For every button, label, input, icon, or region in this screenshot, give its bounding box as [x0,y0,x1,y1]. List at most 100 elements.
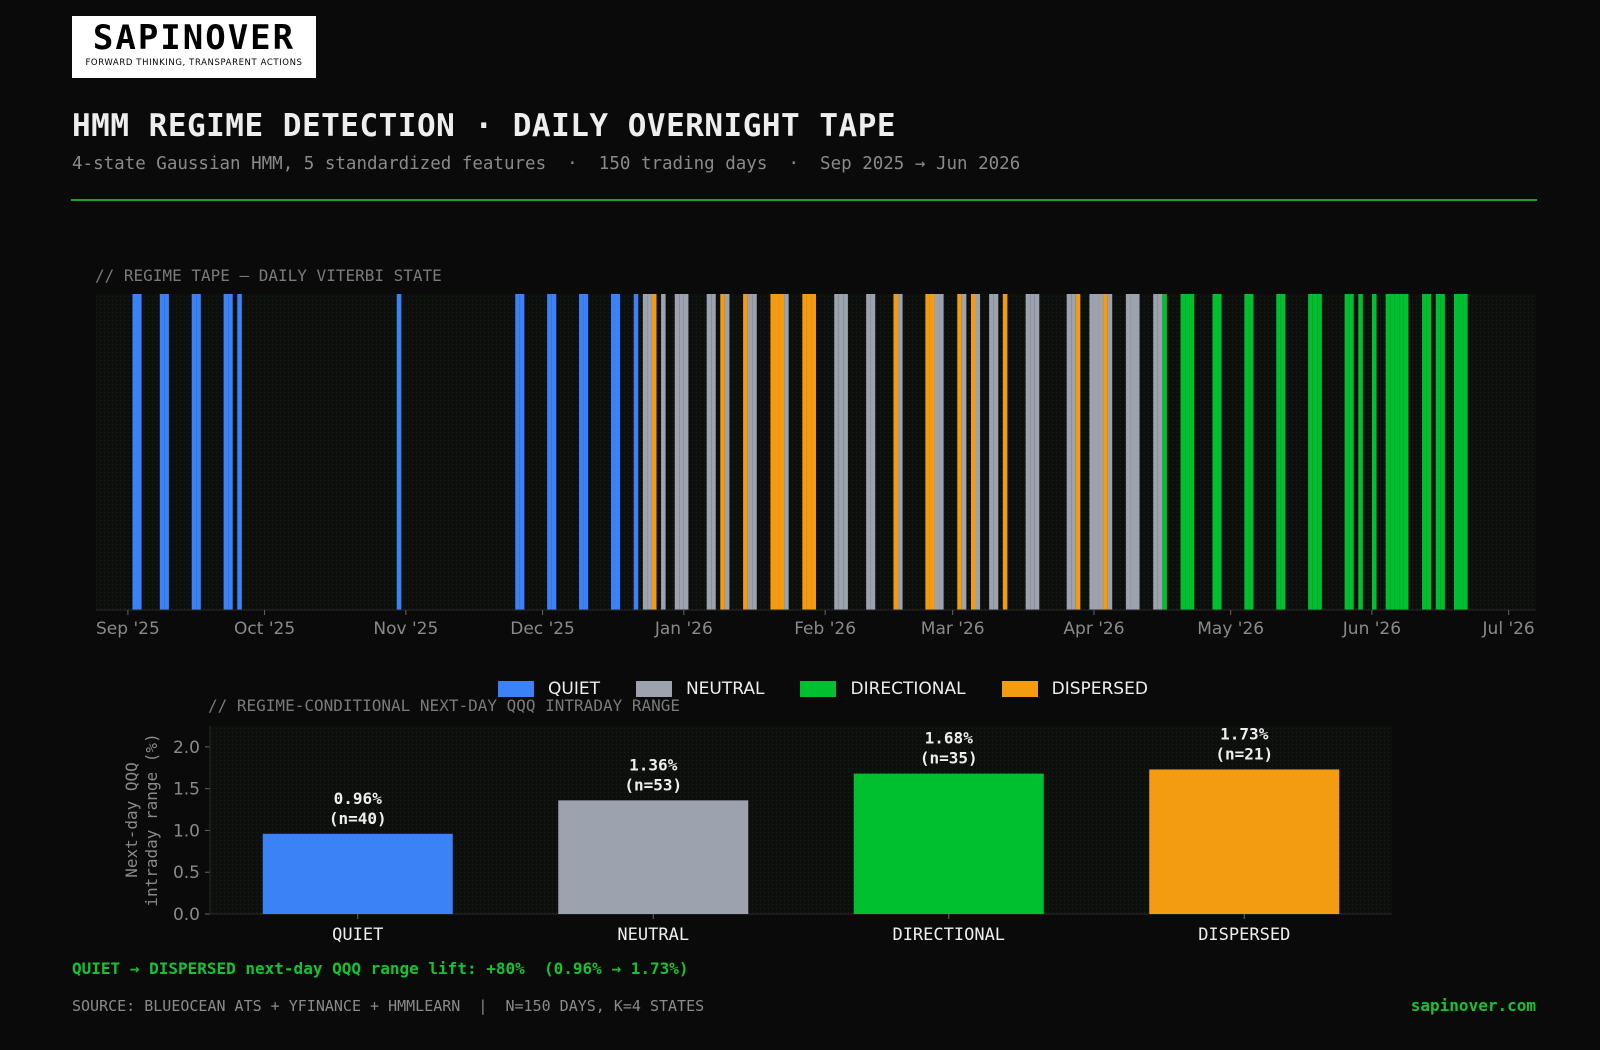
tape-day-dispersed [743,294,748,610]
range-bar-n-label: (n=53) [624,775,682,794]
sapinover-logo: SAPINOVER FORWARD THINKING, TRANSPARENT … [72,16,316,78]
legend-swatch [635,681,672,697]
tape-day-quiet [633,294,639,610]
legend-label: DIRECTIONAL [850,679,966,699]
tape-day-neutral [1034,294,1040,610]
tape-day-dispersed [1103,294,1108,610]
tape-day-neutral [834,294,839,610]
tape-day-directional [1217,294,1222,610]
tape-day-quiet [396,294,402,610]
tape-day-directional [1394,294,1400,610]
tape-day-dispersed [651,294,657,610]
tape-day-neutral [866,294,871,610]
range-y-tick-label: 2.0 [173,738,200,758]
tape-day-neutral [674,294,680,610]
tape-day-directional [1440,294,1445,610]
range-y-axis-title: Next-day QQQintraday range (%) [122,733,161,906]
range-x-tick-label: DISPERSED [1198,925,1290,945]
legend-item-neutral: NEUTRAL [635,679,765,699]
tape-day-neutral [1066,294,1072,610]
tape-day-dispersed [779,294,785,610]
tape-x-tick-label: Jul '26 [1482,619,1535,639]
tape-day-directional [1349,294,1354,610]
tape-day-quiet [610,294,616,610]
range-section-label: // REGIME-CONDITIONAL NEXT-DAY QQQ INTRA… [208,696,681,715]
tape-day-quiet [228,294,233,610]
tape-day-directional [1244,294,1249,610]
tape-day-neutral [870,294,876,610]
tape-day-neutral [1125,294,1131,610]
legend-label: DISPERSED [1051,679,1148,699]
tape-day-neutral [975,294,981,610]
tape-day-quiet [159,294,165,610]
tape-day-neutral [1093,294,1099,610]
tape-x-tick-label: Mar '26 [921,619,985,639]
tape-day-quiet [132,294,138,610]
tape-day-neutral [989,294,994,610]
tape-day-quiet [583,294,589,610]
source-line: SOURCE: BLUEOCEAN ATS + YFINANCE + HMMLE… [72,997,705,1015]
tape-day-neutral [711,294,716,610]
tape-day-neutral [1107,294,1113,610]
legend-swatch [498,681,534,697]
tape-day-neutral [1130,294,1135,610]
tape-day-dispersed [802,294,807,610]
tape-day-dispersed [770,294,775,610]
range-bar-n-label: (n=35) [920,749,978,768]
tape-x-tick-label: Oct '25 [234,619,295,639]
tape-day-directional [1189,294,1195,610]
tape-day-directional [1308,294,1313,610]
tape-day-neutral [1157,294,1163,610]
tape-day-neutral [939,294,944,610]
tape-day-quiet [237,294,242,610]
range-x-tick-label: DIRECTIONAL [892,925,1005,945]
tape-day-neutral [898,294,903,610]
tape-day-dispersed [929,294,935,610]
range-bar-value-label: 1.36% [629,755,678,774]
range-bar-quiet [262,833,453,914]
tape-day-neutral [679,294,684,610]
tape-day-directional [1426,294,1432,610]
header-divider [71,199,1537,201]
legend-label: NEUTRAL [685,679,765,699]
tape-day-directional [1458,294,1464,610]
tape-day-dispersed [806,294,812,610]
tape-day-neutral [747,294,753,610]
range-bar-directional [853,773,1044,914]
tape-day-dispersed [970,294,976,610]
site-link[interactable]: sapinover.com [1410,996,1536,1015]
tape-day-neutral [838,294,844,610]
tape-day-directional [1248,294,1254,610]
legend-label: QUIET [548,679,600,699]
legend-item-directional: DIRECTIONAL [800,679,966,699]
tape-day-neutral [934,294,940,610]
tape-day-quiet [515,294,520,610]
tape-day-quiet [519,294,525,610]
tape-day-dispersed [811,294,816,610]
tape-day-neutral [1025,294,1031,610]
tape-day-directional [1463,294,1468,610]
tape-day-neutral [647,294,652,610]
tape-day-quiet [191,294,197,610]
tape-day-dispersed [925,294,930,610]
range-bar-value-label: 0.96% [334,789,383,808]
tape-day-quiet [615,294,621,610]
legend-item-dispersed: DISPERSED [1001,679,1148,699]
tape-x-tick-label: Dec '25 [510,619,575,639]
tape-section-label: // REGIME TAPE — DAILY VITERBI STATE [95,266,442,285]
tape-day-directional [1280,294,1286,610]
range-lift-stat: QUIET → DISPERSED next-day QQQ range lif… [72,959,689,978]
range-y-tick-label: 0.5 [173,863,200,883]
tape-day-neutral [642,294,648,610]
tape-day-directional [1403,294,1409,610]
tape-x-tick-label: Sep '25 [96,619,160,639]
logo-tagline: FORWARD THINKING, TRANSPARENT ACTIONS [85,58,303,68]
tape-day-directional [1344,294,1350,610]
tape-day-quiet [164,294,169,610]
tape-day-neutral [1134,294,1140,610]
tape-day-directional [1317,294,1322,610]
tape-day-dispersed [893,294,899,610]
page-subtitle: 4-state Gaussian HMM, 5 standardized fea… [72,154,1021,174]
range-bar-value-label: 1.68% [925,729,974,748]
